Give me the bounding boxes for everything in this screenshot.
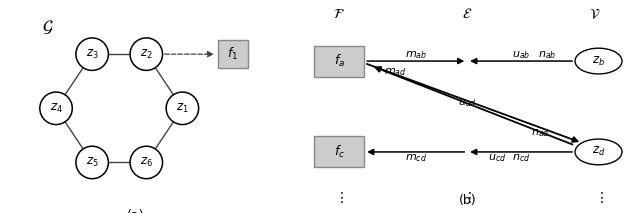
Text: $m_{ad}$: $m_{ad}$	[384, 66, 406, 78]
Text: $\mathcal{E}$: $\mathcal{E}$	[462, 7, 472, 21]
Text: $z_b$: $z_b$	[592, 55, 605, 68]
Text: $\vdots$: $\vdots$	[335, 190, 344, 205]
Text: $z_{1}$: $z_{1}$	[176, 102, 189, 115]
Text: $\mathcal{G}$: $\mathcal{G}$	[42, 18, 53, 36]
Text: $f_1$: $f_1$	[227, 46, 239, 62]
Text: $z_{2}$: $z_{2}$	[140, 47, 152, 61]
Text: $f_c$: $f_c$	[334, 144, 345, 160]
Text: $m_{cd}$: $m_{cd}$	[404, 152, 427, 164]
Text: $z_{5}$: $z_{5}$	[86, 156, 99, 169]
Circle shape	[76, 38, 108, 71]
Circle shape	[575, 139, 622, 165]
Text: $\mathcal{V}$: $\mathcal{V}$	[589, 6, 601, 21]
Text: $z_{6}$: $z_{6}$	[140, 156, 153, 169]
Text: $\vdots$: $\vdots$	[462, 190, 472, 205]
Text: $\mathcal{F}$: $\mathcal{F}$	[333, 7, 345, 21]
Circle shape	[166, 92, 198, 125]
Text: $\vdots$: $\vdots$	[594, 190, 604, 205]
Text: $z_{3}$: $z_{3}$	[86, 47, 99, 61]
Text: $f_a$: $f_a$	[333, 53, 345, 69]
Circle shape	[40, 92, 72, 125]
FancyBboxPatch shape	[218, 40, 248, 68]
Text: $u_{cd}$: $u_{cd}$	[488, 152, 506, 164]
Text: $u_{ad}$: $u_{ad}$	[458, 97, 477, 109]
Text: $n_{ad}$: $n_{ad}$	[531, 127, 550, 139]
Text: $u_{ab}$: $u_{ab}$	[512, 49, 531, 61]
Text: $n_{cd}$: $n_{cd}$	[512, 152, 531, 164]
Text: $z_d$: $z_d$	[592, 145, 605, 158]
Circle shape	[76, 146, 108, 179]
Text: $n_{ab}$: $n_{ab}$	[538, 49, 556, 61]
Circle shape	[130, 38, 163, 71]
Text: (b): (b)	[458, 194, 476, 207]
Circle shape	[130, 146, 163, 179]
FancyBboxPatch shape	[314, 136, 364, 167]
Text: $z_{4}$: $z_{4}$	[49, 102, 63, 115]
Text: $m_{ab}$: $m_{ab}$	[404, 49, 427, 61]
Text: (a): (a)	[127, 209, 144, 213]
FancyBboxPatch shape	[314, 46, 364, 77]
Circle shape	[575, 48, 622, 74]
